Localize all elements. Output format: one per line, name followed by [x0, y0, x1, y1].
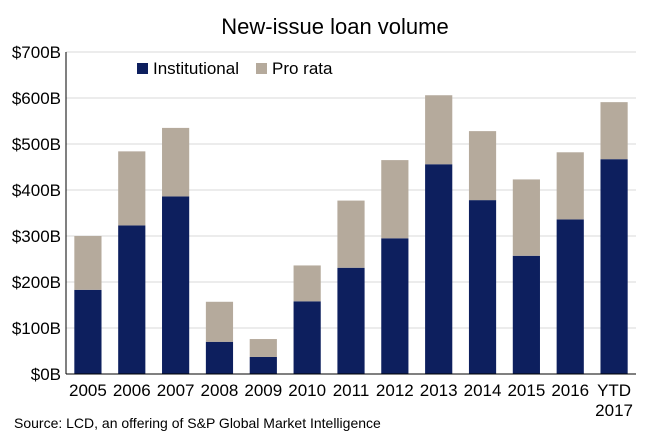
bar-institutional — [162, 196, 190, 374]
y-tick-label: $300B — [12, 227, 61, 246]
legend: Institutional Pro rata — [137, 59, 333, 78]
x-tick-label: 2014 — [464, 381, 502, 400]
axes-group: $0B $100B $200B $300B $400B $500B $600B $700B 20… — [12, 43, 636, 420]
x-tick-label: 2010 — [288, 381, 326, 400]
bars-group — [74, 95, 628, 374]
x-tick-label: 2011 — [333, 381, 370, 400]
bar-institutional — [337, 267, 365, 374]
legend-label: Institutional — [153, 59, 239, 78]
bar-pro-rata — [293, 265, 321, 302]
legend-label: Pro rata — [272, 59, 333, 78]
y-tick-label: $600B — [12, 89, 61, 108]
bar-institutional — [205, 341, 234, 374]
x-tick-label: 2012 — [376, 381, 414, 400]
bar-institutional — [74, 289, 102, 374]
x-tick-label: 2006 — [113, 381, 151, 400]
bar-institutional — [249, 356, 277, 374]
source-note: Source: LCD, an offering of S&P Global M… — [14, 415, 381, 431]
bar-institutional — [425, 164, 453, 374]
chart-title: New-issue loan volume — [221, 14, 448, 39]
bar-institutional — [512, 255, 540, 374]
legend-swatch — [256, 63, 267, 74]
bar-pro-rata — [337, 200, 365, 268]
bar-pro-rata — [74, 236, 102, 290]
x-tick-label: 2013 — [420, 381, 458, 400]
x-tick-label: 2009 — [244, 381, 282, 400]
bar-institutional — [118, 225, 146, 374]
bar-pro-rata — [381, 160, 409, 239]
y-tick-label: $400B — [12, 181, 61, 200]
bar-pro-rata — [249, 339, 277, 357]
bar-institutional — [556, 219, 584, 374]
bar-pro-rata — [512, 179, 540, 256]
y-tick-label: $100B — [12, 319, 61, 338]
x-tick-label: 2015 — [507, 381, 545, 400]
y-tick-label: $200B — [12, 273, 61, 292]
bar-pro-rata — [556, 152, 584, 220]
y-tick-label: $0B — [31, 365, 61, 384]
bar-pro-rata — [205, 301, 234, 342]
x-tick-label: 2008 — [201, 381, 239, 400]
x-tick-label: 2007 — [157, 381, 195, 400]
x-tick-label: 2016 — [551, 381, 589, 400]
y-tick-label: $500B — [12, 135, 61, 154]
bar-institutional — [468, 200, 497, 374]
legend-swatch — [137, 63, 148, 74]
bar-institutional — [381, 238, 409, 374]
x-tick-label: YTD — [597, 381, 631, 400]
bar-pro-rata — [425, 95, 453, 165]
x-tick-label: 2017 — [595, 401, 633, 420]
x-tick-label: 2005 — [69, 381, 107, 400]
bar-pro-rata — [118, 151, 146, 226]
bar-institutional — [293, 301, 321, 374]
bar-pro-rata — [600, 102, 628, 160]
bar-pro-rata — [468, 131, 497, 201]
y-tick-label: $700B — [12, 43, 61, 62]
bar-pro-rata — [162, 127, 190, 197]
bar-institutional — [600, 159, 628, 374]
